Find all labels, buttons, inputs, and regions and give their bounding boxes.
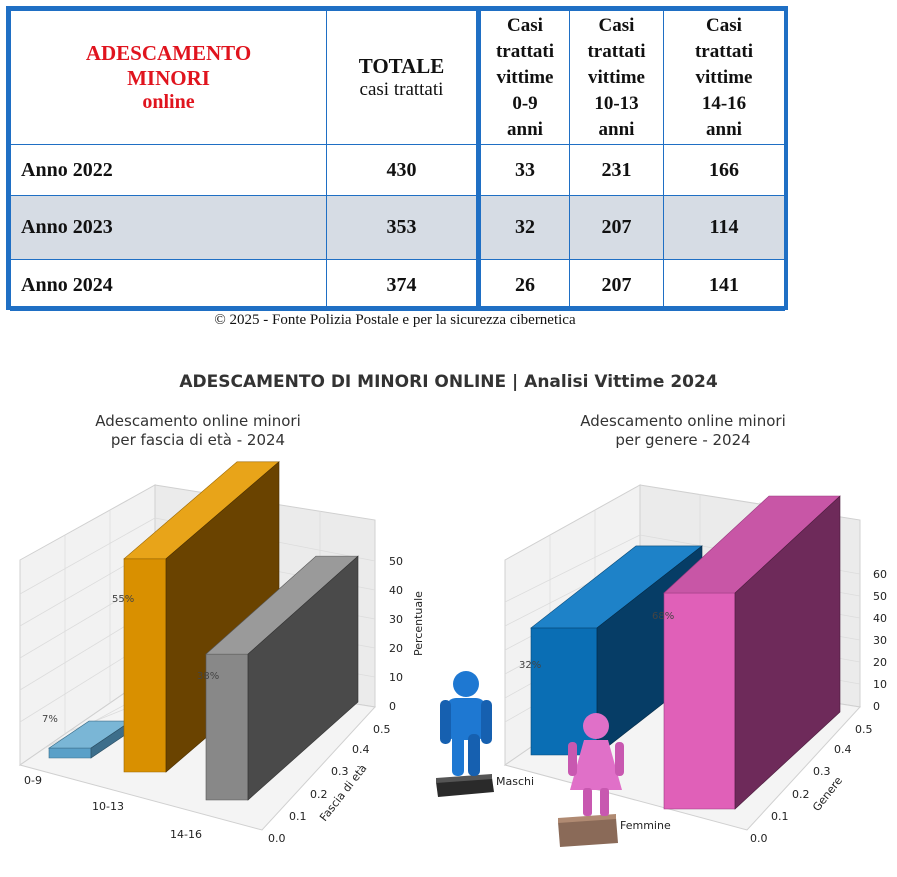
- chart-age-z-tick: 10: [389, 671, 403, 684]
- chart-gender-z-ticks: 0 10 20 30 40 50 60: [873, 568, 887, 713]
- table-row: Anno 2022 430 33 231 166: [10, 144, 785, 196]
- chart-age-data-label-10-13: 55%: [112, 594, 134, 605]
- chart-gender-subtitle-line-1: Adescamento online minori: [580, 412, 786, 430]
- chart-age-y-tick: 0.0: [268, 832, 286, 845]
- chart-age-y-tick: 0.1: [289, 810, 307, 823]
- row-14-16: 166: [663, 144, 785, 196]
- row-0-9: 33: [476, 144, 570, 196]
- main-title: ADESCAMENTO DI MINORI ONLINE | Analisi V…: [179, 372, 718, 392]
- chart-age-y-tick: 0.3: [331, 765, 349, 778]
- row-label: Anno 2023: [10, 195, 327, 260]
- chart-age-data-label-14-16: 38%: [197, 671, 219, 682]
- table-row: Anno 2024 374 26 207 141: [10, 259, 785, 311]
- table-title-line-3: online: [142, 91, 195, 113]
- chart-gender-bar-femmine: [663, 495, 841, 810]
- table-title-cell: ADESCAMENTO MINORI online: [10, 10, 327, 145]
- chart-gender-subtitle-line-2: per genere - 2024: [615, 431, 751, 449]
- header-total-line-2: casi trattati: [359, 79, 444, 100]
- source-note: © 2025 - Fonte Polizia Postale e per la …: [214, 312, 576, 328]
- chart-age-z-ticks: 0 10 20 30 40 50: [389, 555, 403, 713]
- chart-age: 7% 55% 38% 0-9 10-13 14-16 0 10 20 30 40…: [18, 461, 425, 845]
- header-0-9-line-5: anni: [507, 118, 543, 140]
- chart-age-z-tick: 40: [389, 584, 403, 597]
- chart-gender-z-tick: 20: [873, 656, 887, 669]
- chart-gender-subtitle: Adescamento online minori per genere - 2…: [543, 412, 823, 450]
- header-10-13-line-2: trattati: [587, 40, 646, 62]
- chart-age-x-ticks: 0-9 10-13 14-16: [24, 774, 202, 841]
- header-14-16-cell: Casi trattati vittime 14-16 anni: [663, 10, 785, 145]
- chart-gender-z-tick: 50: [873, 590, 887, 603]
- chart-gender-y-tick: 0.2: [792, 788, 810, 801]
- chart-gender-y-tick: 0.5: [855, 723, 873, 736]
- chart-age-z-tick: 20: [389, 642, 403, 655]
- table-title-line-1: ADESCAMENTO: [85, 41, 252, 65]
- chart-age-bar-14-16: [205, 555, 359, 801]
- chart-age-x-tick-14-16: 14-16: [170, 828, 202, 841]
- chart-gender-z-tick: 60: [873, 568, 887, 581]
- chart-age-bar-0-9: [48, 720, 132, 759]
- header-0-9-line-3: vittime: [496, 66, 554, 88]
- cases-table: ADESCAMENTO MINORI online TOTALE casi tr…: [10, 10, 785, 311]
- row-10-13: 231: [569, 144, 664, 196]
- header-10-13-line-1: Casi: [598, 14, 635, 36]
- chart-gender-y-tick: 0.1: [771, 810, 789, 823]
- header-14-16-line-1: Casi: [706, 14, 742, 36]
- header-0-9-line-2: trattati: [495, 40, 555, 62]
- header-14-16-line-2: trattati: [694, 40, 754, 62]
- chart-gender-z-tick: 0: [873, 700, 880, 713]
- chart-age-x-tick-0-9: 0-9: [24, 774, 42, 787]
- row-10-13: 207: [569, 259, 664, 311]
- chart-gender-x-tick-maschi: Maschi: [496, 775, 534, 788]
- chart-gender-y-ticks: 0.0 0.1 0.2 0.3 0.4 0.5: [750, 723, 873, 845]
- chart-age-data-label-0-9: 7%: [42, 714, 58, 725]
- header-14-16-line-4: 14-16: [701, 92, 747, 114]
- row-14-16: 141: [663, 259, 785, 311]
- header-total-line-1: TOTALE: [358, 54, 445, 78]
- chart-gender: 32% 68% 0 10 20 30 40 50 60 0.0 0.1 0.2 …: [436, 484, 887, 847]
- chart-gender-data-label-maschi: 32%: [519, 660, 541, 671]
- chart-age-subtitle: Adescamento online minori per fascia di …: [58, 412, 338, 450]
- chart-gender-y-tick: 0.4: [834, 743, 852, 756]
- header-14-16-line-5: anni: [706, 118, 742, 140]
- header-10-13-line-3: vittime: [588, 66, 645, 88]
- chart-gender-y-label: Genere: [810, 774, 845, 814]
- chart-age-y-tick: 0.2: [310, 788, 328, 801]
- cases-table-frame: ADESCAMENTO MINORI online TOTALE casi tr…: [6, 6, 788, 311]
- table-title-line-2: MINORI: [127, 66, 210, 90]
- chart-gender-z-tick: 30: [873, 634, 887, 647]
- chart-age-z-tick: 0: [389, 700, 396, 713]
- chart-age-y-tick: 0.4: [352, 743, 370, 756]
- chart-age-y-tick: 0.5: [373, 723, 391, 736]
- header-10-13-line-5: anni: [598, 118, 635, 140]
- chart-age-subtitle-line-1: Adescamento online minori: [95, 412, 301, 430]
- chart-age-y-ticks: 0.0 0.1 0.2 0.3 0.4 0.5: [268, 723, 391, 845]
- row-label: Anno 2024: [10, 259, 327, 311]
- chart-age-z-label: Percentuale: [412, 591, 425, 656]
- row-10-13: 207: [569, 195, 664, 260]
- male-figure-icon: [436, 671, 494, 797]
- table-header-row: ADESCAMENTO MINORI online TOTALE casi tr…: [10, 10, 785, 145]
- chart-gender-y-tick: 0.3: [813, 765, 831, 778]
- header-10-13-cell: Casi trattati vittime 10-13 anni: [569, 10, 664, 145]
- row-total: 430: [326, 144, 479, 196]
- row-total: 374: [326, 259, 479, 311]
- chart-age-x-tick-10-13: 10-13: [92, 800, 124, 813]
- chart-gender-data-label-femmine: 68%: [652, 611, 674, 622]
- chart-age-z-tick: 30: [389, 613, 403, 626]
- chart-age-subtitle-line-2: per fascia di età - 2024: [110, 431, 286, 449]
- chart-gender-z-tick: 10: [873, 678, 887, 691]
- header-0-9-line-4: 0-9: [512, 92, 538, 114]
- table-row: Anno 2023 353 32 207 114: [10, 195, 785, 260]
- female-figure-icon: [558, 713, 624, 847]
- row-14-16: 114: [663, 195, 785, 260]
- row-0-9: 32: [476, 195, 570, 260]
- chart-age-z-tick: 50: [389, 555, 403, 568]
- chart-gender-x-tick-femmine: Femmine: [620, 819, 671, 832]
- chart-gender-y-tick: 0.0: [750, 832, 768, 845]
- header-0-9-line-1: Casi: [507, 14, 543, 36]
- header-14-16-line-3: vittime: [695, 66, 753, 88]
- header-10-13-line-4: 10-13: [594, 92, 639, 114]
- chart-gender-z-tick: 40: [873, 612, 887, 625]
